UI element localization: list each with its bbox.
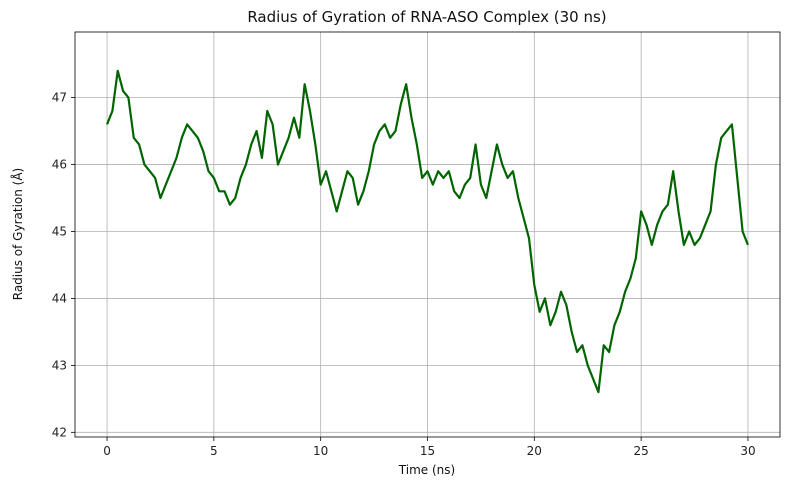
grid-lines: [75, 32, 780, 437]
y-tick-label: 43: [52, 358, 67, 372]
y-axis-label: Radius of Gyration (Å): [10, 168, 25, 301]
series-line: [106, 69, 749, 394]
x-tick-label: 20: [527, 444, 542, 458]
y-tick-label: 42: [52, 425, 67, 439]
x-tick-label: 15: [420, 444, 435, 458]
x-tick-label: 5: [210, 444, 218, 458]
chart-title: Radius of Gyration of RNA-ASO Complex (3…: [247, 8, 606, 26]
x-axis-label: Time (ns): [398, 463, 455, 477]
y-tick-label: 44: [52, 291, 67, 305]
y-tick-label: 47: [52, 91, 67, 105]
x-tick-label: 25: [633, 444, 648, 458]
x-tick-label: 30: [740, 444, 755, 458]
x-tick-label: 0: [103, 444, 111, 458]
y-tick-label: 45: [52, 224, 67, 238]
x-tick-label: 10: [313, 444, 328, 458]
x-axis: 0 5 10 15 20 25 30: [103, 437, 756, 458]
y-axis: 42 43 44 45 46 47: [52, 91, 75, 439]
y-tick-label: 46: [52, 158, 67, 172]
